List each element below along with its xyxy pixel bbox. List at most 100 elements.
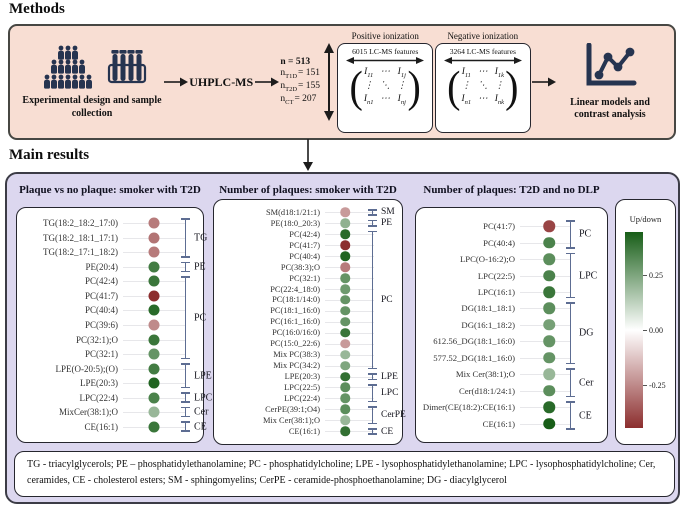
matrix-cell: I11 bbox=[461, 67, 471, 79]
leader-line bbox=[123, 303, 185, 318]
lipid-label: TG(18:2_18:2_17:0) bbox=[43, 218, 118, 229]
positive-matrix-card: 6015 LC-MS features ( I11 ⋯ I1j ⋮ ⋱ ⋮ In1 ⋯ Inj … bbox=[337, 43, 434, 133]
matrix-cell: Inj bbox=[397, 93, 406, 106]
lipid-row: PC(16:0/16:0) bbox=[220, 327, 402, 338]
group-label: Cer bbox=[194, 406, 209, 418]
group-label: PC bbox=[579, 228, 592, 240]
legend-tick: 0.25 bbox=[643, 271, 663, 280]
leader-line bbox=[325, 284, 374, 295]
group-label: LPE bbox=[194, 370, 212, 382]
value-dot bbox=[340, 295, 350, 305]
value-dot bbox=[543, 236, 555, 249]
sample-counts: n = 513 nT1D= 151 nT2D= 155 nCT= 207 bbox=[280, 57, 320, 108]
value-dot bbox=[543, 302, 555, 315]
value-dot bbox=[340, 306, 350, 316]
leader-line bbox=[325, 382, 374, 393]
lipid-label: Dimer(CE(18:2):CE(16:1) bbox=[422, 402, 515, 413]
value-dot bbox=[340, 284, 350, 294]
leader-line bbox=[325, 415, 374, 426]
leader-line bbox=[123, 405, 185, 420]
lipid-row: PC(32:1) bbox=[23, 347, 203, 362]
lipid-row: LPC(16:1) bbox=[422, 284, 607, 300]
methods-section-title: Methods bbox=[9, 1, 65, 17]
value-dot bbox=[148, 363, 160, 375]
lipid-row: LPE(20:3) bbox=[23, 376, 203, 391]
lipid-label: PC(32:1) bbox=[289, 273, 320, 283]
lipid-label: PC(40:4) bbox=[483, 237, 515, 248]
leader-line bbox=[325, 207, 374, 218]
leader-line bbox=[325, 295, 374, 306]
lipid-label: PE(20:4) bbox=[85, 261, 119, 272]
value-dot bbox=[340, 229, 350, 240]
lipid-label: PC(38:3);O bbox=[280, 262, 320, 272]
value-dot bbox=[340, 262, 350, 272]
value-dot bbox=[340, 273, 350, 283]
lipid-row: CE(16:1) bbox=[23, 419, 203, 434]
value-dot bbox=[148, 246, 160, 258]
value-dot bbox=[340, 251, 350, 261]
abbreviations-note: TG - triacylglycerols; PE – phosphatidyl… bbox=[14, 451, 675, 497]
group-bracket: PE bbox=[181, 261, 206, 272]
lipid-row: PC(15:0_22:6) bbox=[220, 338, 402, 349]
lipid-label: TG(18:2_18:1_17:1) bbox=[43, 232, 118, 243]
leader-line bbox=[325, 229, 374, 240]
lipid-row: TG(18:2_17:1_18:2) bbox=[23, 245, 203, 260]
value-dot bbox=[340, 207, 350, 218]
lipid-label: PC(18:1_16:0) bbox=[270, 306, 320, 316]
leader-line bbox=[325, 240, 374, 251]
lipid-label: PC(42:4) bbox=[84, 276, 118, 287]
count-line: nCT= 207 bbox=[280, 94, 317, 107]
group-label: CE bbox=[194, 421, 207, 433]
lipid-label: DG(16:1_18:2) bbox=[461, 319, 515, 330]
lipid-row: PC(39:6) bbox=[23, 318, 203, 333]
count-line: nT1D= 151 bbox=[280, 68, 321, 81]
line-chart-icon bbox=[586, 42, 637, 85]
positive-ionization-label: Positive ionization bbox=[351, 31, 419, 41]
negative-features-label: 3264 LC-MS features bbox=[449, 47, 516, 56]
lipid-row: 612.56_DG(18:1_16:0) bbox=[422, 333, 607, 349]
lipid-label: Cer(d18:1/24:1) bbox=[459, 385, 515, 396]
legend-title: Up/down bbox=[629, 214, 662, 224]
lipid-row: 577.52_DG(18:1_16:0) bbox=[422, 350, 607, 366]
lipid-row: PC(38:3);O bbox=[220, 262, 402, 273]
lipid-row: LPC(22:5) bbox=[220, 382, 402, 393]
group-bracket: LPC bbox=[566, 252, 597, 299]
group-label: CerPE bbox=[381, 410, 406, 421]
lipid-row: TG(18:2_18:1_17:1) bbox=[23, 231, 203, 246]
legend-tick: -0.25 bbox=[643, 381, 666, 390]
leader-line bbox=[520, 218, 571, 234]
leader-line bbox=[325, 251, 374, 262]
negative-ionization-block: Negative ionization 3264 LC-MS features … bbox=[434, 31, 531, 133]
leader-line bbox=[520, 350, 571, 366]
leader-line bbox=[123, 231, 185, 246]
lipid-label: MixCer(38:1);O bbox=[59, 407, 118, 418]
leader-line bbox=[123, 216, 185, 231]
lipid-label: LPC(O-16:2);O bbox=[459, 254, 515, 265]
leader-line bbox=[325, 218, 374, 229]
value-dot bbox=[543, 417, 555, 430]
dot-plot-panel-1: TG(18:2_18:2_17:0) TG(18:2_18:1_17:1) TG(1… bbox=[16, 207, 212, 443]
lipid-row: LPE(O-20:5);(O) bbox=[23, 361, 203, 376]
lipid-label: PC(16:0/16:0) bbox=[272, 328, 320, 338]
paren-close: ) bbox=[505, 60, 519, 112]
lipid-label: LPC(22:5) bbox=[284, 382, 320, 392]
leader-line bbox=[123, 260, 185, 275]
matrix-cell: I1k bbox=[494, 67, 505, 79]
value-dot bbox=[340, 328, 350, 338]
matrix-cell: ⋱ bbox=[380, 81, 391, 92]
matrix-cell: ⋮ bbox=[397, 81, 407, 92]
test-tubes-icon bbox=[107, 50, 147, 84]
lipid-row: Dimer(CE(18:2):CE(16:1) bbox=[422, 399, 607, 415]
lipid-label: 577.52_DG(18:1_16:0) bbox=[433, 352, 515, 363]
lipid-label: TG(18:2_17:1_18:2) bbox=[43, 247, 118, 258]
value-dot bbox=[543, 335, 555, 348]
matrix-cell: In1 bbox=[363, 93, 374, 106]
value-dot bbox=[148, 217, 160, 229]
value-dot bbox=[148, 232, 160, 244]
lipid-label: LPC(22:4) bbox=[284, 393, 320, 403]
paren-open: ( bbox=[349, 60, 363, 112]
matrix-cell: I11 bbox=[364, 67, 374, 79]
leader-line bbox=[123, 318, 185, 333]
leader-line bbox=[123, 274, 185, 289]
